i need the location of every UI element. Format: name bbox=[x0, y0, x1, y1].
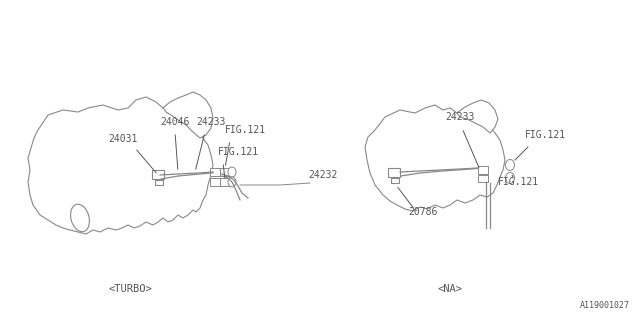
Text: FIG.121: FIG.121 bbox=[225, 125, 266, 135]
FancyBboxPatch shape bbox=[220, 168, 230, 176]
Text: <TURBO>: <TURBO> bbox=[108, 284, 152, 294]
FancyBboxPatch shape bbox=[155, 180, 163, 185]
Text: 24031: 24031 bbox=[108, 134, 138, 144]
Text: 24233: 24233 bbox=[196, 117, 225, 127]
Polygon shape bbox=[365, 105, 505, 211]
FancyBboxPatch shape bbox=[220, 178, 230, 186]
FancyBboxPatch shape bbox=[388, 168, 400, 177]
FancyBboxPatch shape bbox=[391, 178, 399, 183]
FancyBboxPatch shape bbox=[210, 168, 220, 176]
Text: FIG.121: FIG.121 bbox=[525, 130, 566, 140]
Polygon shape bbox=[28, 97, 213, 234]
FancyBboxPatch shape bbox=[210, 178, 220, 186]
Text: 24233: 24233 bbox=[445, 112, 474, 122]
Ellipse shape bbox=[70, 204, 90, 232]
Text: A119001027: A119001027 bbox=[580, 301, 630, 310]
Text: 24046: 24046 bbox=[160, 117, 189, 127]
FancyBboxPatch shape bbox=[152, 170, 164, 179]
Ellipse shape bbox=[228, 167, 236, 177]
Text: 24232: 24232 bbox=[308, 170, 337, 180]
Polygon shape bbox=[163, 92, 213, 138]
Text: FIG.121: FIG.121 bbox=[498, 177, 539, 187]
Ellipse shape bbox=[506, 159, 515, 171]
Ellipse shape bbox=[228, 177, 236, 187]
FancyBboxPatch shape bbox=[478, 175, 488, 182]
Text: 20786: 20786 bbox=[408, 207, 437, 217]
Polygon shape bbox=[457, 100, 498, 133]
Ellipse shape bbox=[506, 172, 515, 183]
Text: FIG.121: FIG.121 bbox=[218, 147, 259, 157]
FancyBboxPatch shape bbox=[478, 166, 488, 174]
Text: <NA>: <NA> bbox=[438, 284, 463, 294]
